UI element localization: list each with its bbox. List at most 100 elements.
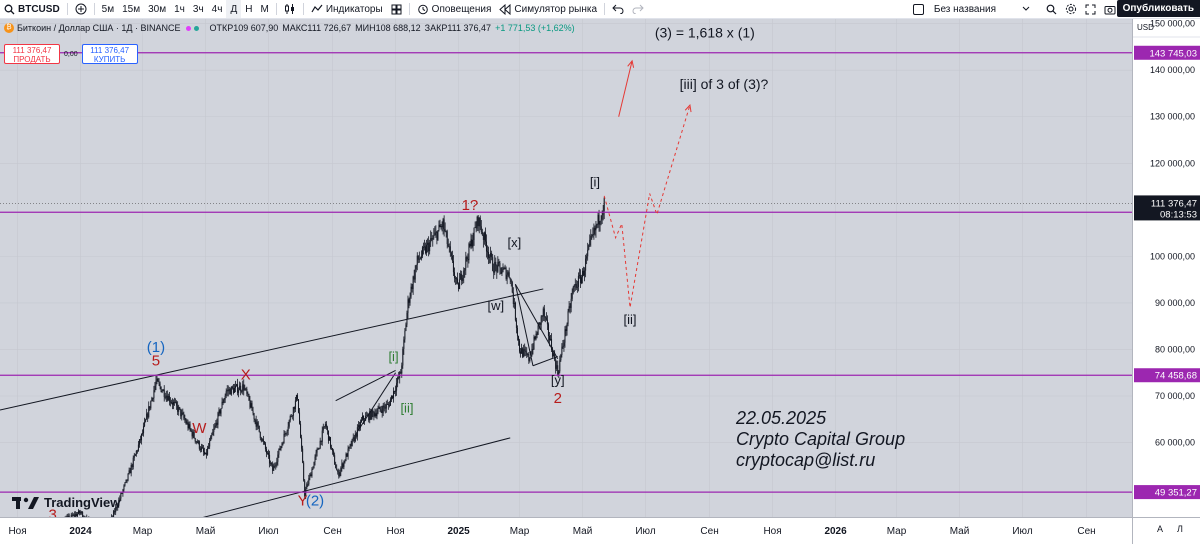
candle [510, 277, 511, 284]
interval-1[interactable]: 15м [118, 0, 144, 18]
candle [176, 400, 177, 410]
interval-4[interactable]: 3ч [189, 0, 208, 18]
redo-button[interactable] [628, 0, 648, 18]
time-tick-label: Июл [1012, 526, 1032, 537]
candle [489, 254, 490, 263]
candle [453, 255, 454, 276]
candle-body [569, 306, 570, 311]
buy-price: 111 376,47 [90, 46, 129, 55]
undo-button[interactable] [608, 0, 628, 18]
candle-body [532, 349, 533, 350]
candle [272, 461, 273, 473]
interval-2[interactable]: 30м [144, 0, 170, 18]
candle-body [467, 259, 468, 260]
candle-body [528, 354, 529, 361]
candle-body [260, 432, 261, 438]
candle-body [143, 426, 144, 433]
interval-7[interactable]: Н [241, 0, 256, 18]
settings-button[interactable] [1061, 0, 1081, 18]
interval-0[interactable]: 5м [98, 0, 118, 18]
candle-body [449, 246, 450, 247]
candle [128, 473, 129, 481]
candle-body [448, 244, 449, 247]
candle [306, 482, 307, 489]
auto-scale-button[interactable]: A [1157, 524, 1163, 534]
candle [147, 412, 148, 422]
publish-button[interactable]: Опубликовать [1117, 0, 1200, 17]
candle [568, 309, 569, 326]
alerts-button[interactable]: Оповещения [413, 0, 496, 18]
candle-body [225, 396, 226, 400]
candle-body [381, 410, 382, 411]
candle-body [189, 424, 190, 428]
wave-label: (3) = 1,618 x (1) [655, 25, 755, 41]
candle-body [205, 453, 206, 454]
fullscreen-button[interactable] [1081, 0, 1100, 18]
candle-body [299, 413, 300, 424]
candle-body [178, 407, 179, 412]
layout-checkbox-icon [913, 4, 924, 15]
candle-body [515, 303, 516, 320]
legend-title: Биткоин / Доллар США · 1Д · BINANCE [17, 23, 180, 33]
layout-selector[interactable]: Без названия [909, 0, 1034, 18]
candle [170, 397, 171, 406]
candle-body [437, 230, 438, 240]
candle [244, 385, 245, 391]
candle-body [540, 322, 541, 324]
interval-5[interactable]: 4ч [208, 0, 227, 18]
candle-body [356, 434, 357, 437]
replay-button[interactable]: Симулятор рынка [495, 0, 601, 18]
candle-body [494, 262, 495, 273]
templates-button[interactable] [387, 0, 406, 18]
candle [278, 448, 279, 458]
candle [212, 429, 213, 435]
candle-body [428, 243, 429, 251]
indicators-button[interactable]: Индикаторы [307, 0, 387, 18]
candle-body [279, 449, 280, 450]
candle [336, 464, 337, 470]
candle-body [512, 282, 513, 292]
candle [146, 409, 147, 420]
candle-body [184, 418, 185, 420]
time-tick-label: Сен [700, 526, 718, 537]
candle [542, 315, 543, 322]
interval-8[interactable]: М [256, 0, 272, 18]
chart-pane[interactable]: ₿ Биткоин / Доллар США · 1Д · BINANCE ОТ… [0, 19, 1132, 517]
candle-body [391, 396, 392, 400]
candle [253, 407, 254, 416]
candle-body [238, 390, 239, 393]
candle [338, 469, 339, 479]
interval-6[interactable]: Д [226, 0, 241, 18]
chart-type-button[interactable] [280, 0, 300, 18]
candle-body [355, 434, 356, 442]
compare-button[interactable] [71, 0, 91, 18]
log-scale-button[interactable]: Л [1177, 524, 1183, 534]
candle-body [489, 257, 490, 258]
candle-body [228, 390, 229, 391]
candle-body [505, 268, 506, 269]
price-tick-label: 70 000,00 [1155, 391, 1195, 401]
candle [211, 433, 212, 440]
candle [279, 446, 280, 451]
candle [153, 386, 154, 402]
candle [594, 225, 595, 235]
candle-body [227, 390, 228, 391]
candle-body [435, 232, 436, 233]
candle [545, 316, 546, 322]
candle [390, 397, 391, 406]
candle [379, 403, 380, 409]
symbol-search[interactable]: BTCUSD [0, 0, 64, 18]
candle [210, 435, 211, 441]
candle-body [258, 422, 259, 425]
candle-body [132, 465, 133, 467]
interval-3[interactable]: 1ч [170, 0, 189, 18]
candle [444, 215, 445, 236]
quick-search-button[interactable] [1042, 0, 1061, 18]
candle-body [493, 271, 494, 273]
candle [222, 397, 223, 408]
candle [580, 269, 581, 288]
